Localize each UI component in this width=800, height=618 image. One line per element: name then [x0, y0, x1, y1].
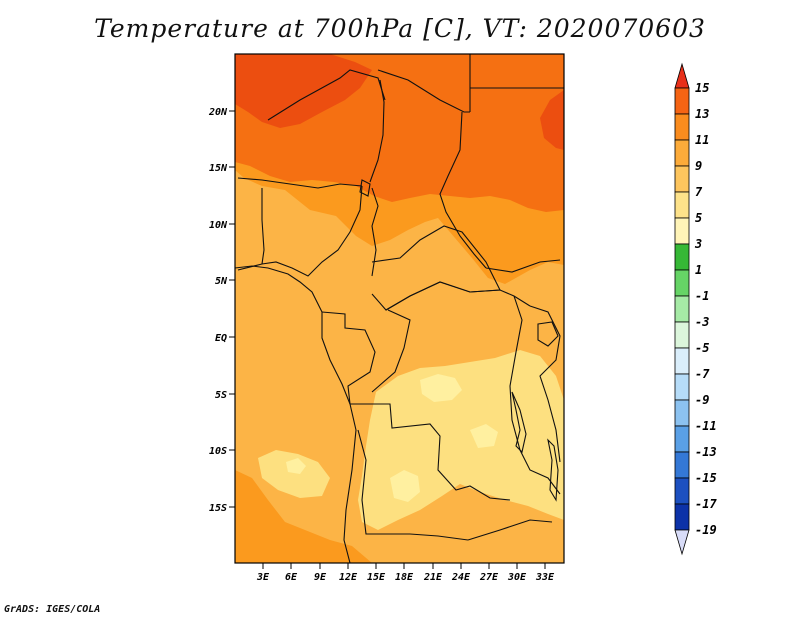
- colorbar-label: -3: [695, 315, 709, 329]
- lat-label-5s: 5S: [215, 390, 227, 401]
- map-title: Temperature at 700hPa [C], VT: 202007060…: [94, 14, 706, 43]
- band-13-15-northwest: [235, 54, 372, 128]
- colorbar-swatch: [674, 503, 690, 531]
- border-benin: [261, 188, 265, 265]
- border-angola-zambia: [357, 429, 469, 541]
- colorbar-label: 13: [695, 107, 709, 121]
- lat-label-10n: 10N: [209, 220, 228, 231]
- colorbar-label: 3: [694, 237, 702, 251]
- border-libya-chad-sudan: [377, 69, 470, 113]
- border-great-lakes: [509, 295, 561, 495]
- colorbar-swatch: [674, 269, 690, 297]
- colorbar-swatch: [674, 399, 690, 427]
- colorbar-swatch: [674, 113, 690, 141]
- border-cameroon-chad: [371, 187, 379, 277]
- lon-label-33e: 33E: [535, 572, 555, 583]
- lon-label-27e: 27E: [479, 572, 499, 583]
- colorbar-label: -7: [695, 367, 710, 381]
- band-3-5-a: [420, 374, 462, 402]
- lat-axis: [229, 110, 235, 508]
- lat-label-15n: 15N: [209, 163, 228, 174]
- lon-label-3e: 3E: [256, 572, 270, 583]
- colorbar-swatch: [674, 347, 690, 375]
- colorbar-label: -17: [695, 497, 717, 511]
- lon-label-30e: 30E: [507, 572, 527, 583]
- colorbar-label: -13: [695, 445, 717, 459]
- colorbar-swatch: [674, 373, 690, 401]
- border-libya-niger: [267, 69, 386, 121]
- band-13-15-northeast: [540, 90, 564, 150]
- band-3-5-b: [390, 470, 420, 502]
- lat-label-10s: 10S: [209, 446, 227, 457]
- colorbar-swatch: [674, 191, 690, 219]
- colorbar-label: -15: [695, 471, 717, 485]
- colorbar-swatch: [674, 451, 690, 479]
- lon-label-9e: 9E: [314, 572, 327, 583]
- colorbar-swatch: [674, 87, 690, 115]
- grads-credit: GrADS: IGES/COLA: [4, 604, 101, 615]
- lon-label-24e: 24E: [451, 572, 471, 583]
- colorbar-swatch: [674, 165, 690, 193]
- colorbar-label: 7: [695, 185, 703, 199]
- colorbar-swatch: [674, 243, 690, 271]
- band-3-5-c: [286, 458, 306, 474]
- border-chad-sudan: [439, 111, 487, 269]
- colorbar-bottom-arrow: [674, 529, 690, 556]
- lon-label-6e: 6E: [285, 572, 298, 583]
- temperature-field: [235, 54, 564, 563]
- lon-labels: 3E 6E 9E 12E 15E 18E 21E 24E 27E 30E 33E: [256, 572, 555, 583]
- colorbar-label: 1: [695, 263, 702, 277]
- colorbar-label: 5: [695, 211, 702, 225]
- border-congo-drc: [371, 309, 411, 393]
- colorbar-label: -5: [695, 341, 709, 355]
- colorbar-label: 15: [695, 81, 709, 95]
- band-3-5-d: [470, 424, 498, 448]
- lat-label-15s: 15S: [209, 503, 227, 514]
- colorbar-label: -1: [695, 289, 709, 303]
- lon-label-18e: 18E: [395, 572, 414, 583]
- lat-label-20n: 20N: [208, 107, 228, 118]
- lon-label-15e: 15E: [367, 572, 386, 583]
- colorbar-swatch: [674, 425, 690, 453]
- lake-victoria: [537, 321, 559, 347]
- band-5-7-southwest: [258, 450, 330, 498]
- colorbar-label: 9: [695, 159, 702, 173]
- colorbar-top-arrow: [674, 62, 690, 89]
- lat-labels: 20N 15N 10N 5N EQ 5S 10S 15S: [208, 107, 228, 514]
- colorbar-swatch: [674, 477, 690, 505]
- colorbar-label: 11: [695, 133, 709, 147]
- lon-label-12e: 12E: [339, 572, 358, 583]
- country-borders: [235, 54, 564, 563]
- lon-label-21e: 21E: [423, 572, 443, 583]
- colorbar-swatch: [674, 217, 690, 245]
- colorbar-label: -9: [695, 393, 709, 407]
- colorbar-swatch: [674, 139, 690, 167]
- lake-malawi: [547, 438, 559, 502]
- lon-axis: [262, 563, 546, 569]
- lat-label-5n: 5N: [215, 276, 228, 287]
- lat-label-eq: EQ: [215, 333, 227, 344]
- colorbar-swatch: [674, 295, 690, 323]
- border-niger-chad: [369, 79, 385, 183]
- border-zambia-south: [467, 519, 553, 541]
- band-9-11-southwest: [235, 470, 372, 563]
- border-south-sudan: [485, 259, 561, 273]
- border-nigeria-niger: [237, 177, 363, 189]
- lake-tanganyika: [511, 391, 527, 454]
- colorbar-label: -11: [695, 419, 717, 433]
- plot-frame: [234, 53, 565, 564]
- colorbar-swatch: [674, 321, 690, 349]
- border-nigeria-east: [237, 185, 363, 277]
- border-east: [529, 305, 561, 463]
- lake-chad: [359, 179, 371, 197]
- coast-west-africa: [235, 265, 357, 563]
- border-gabon-congo: [321, 311, 376, 405]
- colorbar-legend: 15 13 11 9 7 5 3 1 -1 -3 -5 -7 -9 -11 -13 -15 -17 -19: [674, 62, 717, 556]
- border-drc-south: [350, 403, 511, 501]
- colorbar-label: -19: [695, 523, 717, 537]
